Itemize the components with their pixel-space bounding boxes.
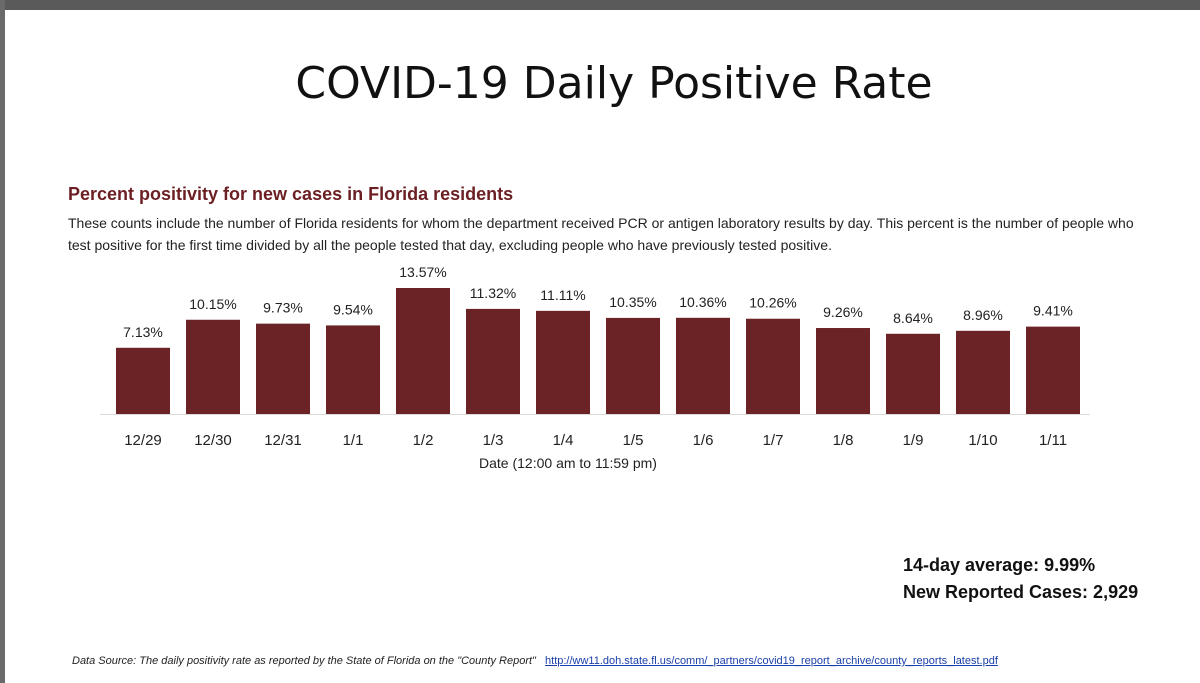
bar-data-label: 9.41% xyxy=(1033,303,1073,319)
bar-data-label: 13.57% xyxy=(399,264,446,280)
x-tick-label: 1/3 xyxy=(483,432,504,449)
x-tick-label: 1/1 xyxy=(343,432,364,449)
window-top-border xyxy=(0,0,1200,10)
x-tick-label: 1/5 xyxy=(623,432,644,449)
bar-data-label: 9.54% xyxy=(333,301,373,317)
x-tick-label: 1/10 xyxy=(968,432,997,449)
window-left-border xyxy=(0,0,5,683)
new-reported-cases: New Reported Cases: 2,929 xyxy=(903,582,1139,602)
x-tick-label: 1/2 xyxy=(413,432,434,449)
bar xyxy=(746,318,800,414)
bar xyxy=(256,323,310,414)
bar-data-label: 10.15% xyxy=(189,296,236,312)
x-tick-label: 1/9 xyxy=(903,432,924,449)
stats-panel: 14-day average: 9.99% New Reported Cases… xyxy=(903,552,1138,606)
data-source-link[interactable]: http://ww11.doh.state.fl.us/comm/_partne… xyxy=(545,655,998,667)
x-tick-label: 1/11 xyxy=(1039,432,1067,449)
x-axis-label: Date (12:00 am to 11:59 pm) xyxy=(479,455,657,471)
x-tick-label: 1/8 xyxy=(833,432,854,449)
bar-data-label: 8.64% xyxy=(893,310,933,326)
bar xyxy=(536,310,590,414)
chart-title: Percent positivity for new cases in Flor… xyxy=(68,184,514,204)
bar xyxy=(186,319,240,414)
data-source-text: Data Source: The daily positivity rate a… xyxy=(72,655,536,667)
bar-data-label: 10.26% xyxy=(749,295,796,311)
x-tick-label: 1/4 xyxy=(553,432,574,449)
data-source-footer: Data Source: The daily positivity rate a… xyxy=(72,655,998,667)
x-tick-label: 1/6 xyxy=(693,432,714,449)
bar-data-label: 11.11% xyxy=(540,287,585,303)
bar xyxy=(466,308,520,414)
fourteen-day-average: 14-day average: 9.99% xyxy=(903,555,1096,575)
bar xyxy=(956,330,1010,414)
bar xyxy=(676,317,730,414)
bar xyxy=(396,288,450,414)
bar xyxy=(326,325,380,414)
bar-data-label: 9.26% xyxy=(823,304,863,320)
slide-title: COVID-19 Daily Positive Rate xyxy=(295,58,933,109)
bar-data-label: 10.35% xyxy=(609,294,656,310)
bar-chart: 7.13%12/2910.15%12/309.73%12/319.54%1/11… xyxy=(100,264,1090,471)
bar-data-label: 8.96% xyxy=(963,307,1003,323)
bar-data-label: 10.36% xyxy=(679,294,726,310)
bar xyxy=(816,328,870,414)
bar xyxy=(116,347,170,414)
bar-data-label: 7.13% xyxy=(123,324,163,340)
x-tick-label: 12/29 xyxy=(124,432,162,449)
x-tick-label: 12/30 xyxy=(194,432,232,449)
bar xyxy=(606,317,660,414)
x-tick-label: 12/31 xyxy=(264,432,302,449)
bar-data-label: 9.73% xyxy=(263,300,303,316)
x-tick-label: 1/7 xyxy=(763,432,784,449)
chart-subtitle: These counts include the number of Flori… xyxy=(68,215,1134,253)
bar xyxy=(1026,326,1080,414)
bar-data-label: 11.32% xyxy=(470,285,516,301)
bar xyxy=(886,333,940,414)
